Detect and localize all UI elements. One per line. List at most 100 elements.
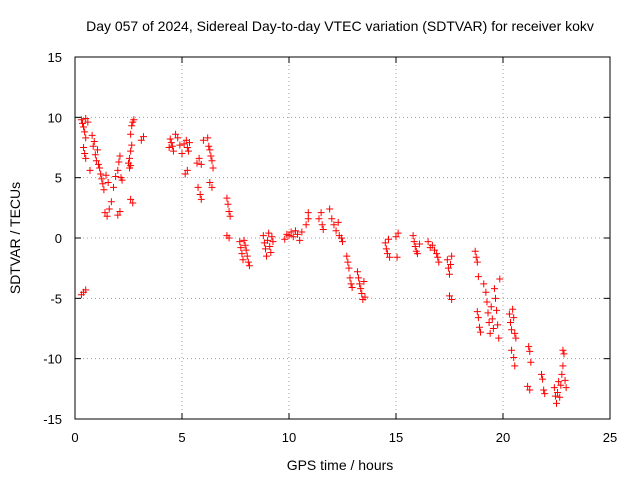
data-point bbox=[93, 146, 101, 154]
data-point bbox=[393, 253, 401, 261]
data-point bbox=[128, 141, 136, 149]
x-axis-title: GPS time / hours bbox=[287, 457, 394, 473]
x-tick-label: 20 bbox=[496, 430, 510, 445]
data-point bbox=[197, 160, 205, 168]
data-point bbox=[80, 144, 88, 151]
data-point bbox=[473, 308, 481, 316]
data-point bbox=[473, 258, 481, 266]
data-point bbox=[165, 144, 173, 151]
data-point bbox=[139, 133, 147, 141]
data-point bbox=[167, 139, 175, 147]
data-point bbox=[562, 384, 570, 392]
data-point bbox=[172, 130, 180, 138]
data-point bbox=[317, 209, 325, 217]
data-points bbox=[77, 115, 570, 407]
data-point bbox=[525, 343, 533, 351]
data-point bbox=[448, 252, 456, 260]
data-point bbox=[346, 274, 354, 282]
data-point bbox=[183, 166, 191, 174]
data-point bbox=[103, 212, 111, 220]
data-point bbox=[281, 235, 289, 243]
data-point bbox=[540, 386, 548, 394]
data-point bbox=[205, 142, 213, 150]
data-point bbox=[174, 134, 182, 142]
data-point bbox=[511, 329, 519, 337]
data-point bbox=[242, 246, 250, 254]
y-tick-label: -15 bbox=[43, 412, 62, 427]
data-point bbox=[180, 140, 188, 148]
data-point bbox=[490, 285, 498, 293]
data-point bbox=[264, 236, 272, 244]
data-point bbox=[361, 293, 369, 301]
data-point bbox=[209, 164, 217, 172]
data-point bbox=[560, 350, 568, 358]
data-point bbox=[195, 154, 203, 162]
data-point bbox=[107, 198, 115, 206]
data-point bbox=[472, 253, 480, 261]
data-point bbox=[355, 274, 363, 282]
data-point bbox=[484, 309, 492, 317]
data-point bbox=[356, 280, 364, 288]
data-point bbox=[92, 157, 100, 165]
data-point bbox=[298, 228, 306, 236]
y-tick-label: -5 bbox=[50, 291, 62, 306]
data-point bbox=[82, 134, 90, 142]
data-point bbox=[487, 303, 495, 311]
data-point bbox=[508, 326, 516, 334]
data-point bbox=[115, 158, 123, 166]
data-point bbox=[127, 130, 135, 138]
data-point bbox=[81, 128, 89, 136]
data-point bbox=[550, 384, 558, 392]
chart-title: Day 057 of 2024, Sidereal Day-to-day VTE… bbox=[86, 18, 594, 34]
data-point bbox=[185, 139, 193, 147]
data-point bbox=[383, 250, 391, 258]
data-point bbox=[194, 183, 202, 191]
data-point bbox=[236, 238, 244, 246]
plot-frame bbox=[74, 56, 611, 420]
data-point bbox=[89, 142, 97, 150]
data-point bbox=[245, 262, 253, 270]
data-point bbox=[386, 253, 394, 261]
data-point bbox=[206, 178, 214, 186]
data-point bbox=[326, 205, 334, 213]
data-point bbox=[207, 152, 215, 160]
data-point bbox=[343, 252, 351, 260]
data-point bbox=[127, 195, 135, 203]
data-point bbox=[183, 144, 191, 151]
data-point bbox=[385, 235, 393, 243]
data-point bbox=[226, 212, 234, 220]
data-point bbox=[526, 347, 534, 355]
data-point bbox=[485, 318, 493, 326]
data-point bbox=[304, 215, 312, 223]
data-point bbox=[126, 154, 134, 162]
data-point bbox=[509, 305, 517, 313]
data-point bbox=[496, 275, 504, 283]
data-point bbox=[266, 242, 274, 250]
x-tick-label: 10 bbox=[282, 430, 296, 445]
data-point bbox=[204, 134, 212, 142]
data-point bbox=[538, 370, 546, 378]
data-point bbox=[114, 211, 122, 219]
data-point bbox=[241, 241, 249, 249]
data-point bbox=[561, 376, 569, 384]
data-point bbox=[105, 205, 113, 213]
data-point bbox=[285, 232, 293, 240]
data-point bbox=[95, 160, 103, 168]
data-point bbox=[494, 321, 502, 329]
data-point bbox=[508, 346, 516, 354]
data-point bbox=[447, 261, 455, 269]
data-point bbox=[488, 315, 496, 323]
data-point bbox=[506, 318, 514, 326]
data-point bbox=[82, 154, 90, 162]
data-point bbox=[413, 250, 421, 258]
x-tick-label: 5 bbox=[178, 430, 185, 445]
data-point bbox=[443, 256, 451, 264]
data-point bbox=[471, 247, 479, 255]
data-point bbox=[176, 141, 184, 149]
data-point bbox=[474, 273, 482, 281]
data-point bbox=[101, 209, 109, 217]
data-point bbox=[178, 150, 186, 158]
data-point bbox=[112, 172, 120, 180]
data-point bbox=[294, 230, 302, 238]
data-point bbox=[268, 233, 276, 241]
